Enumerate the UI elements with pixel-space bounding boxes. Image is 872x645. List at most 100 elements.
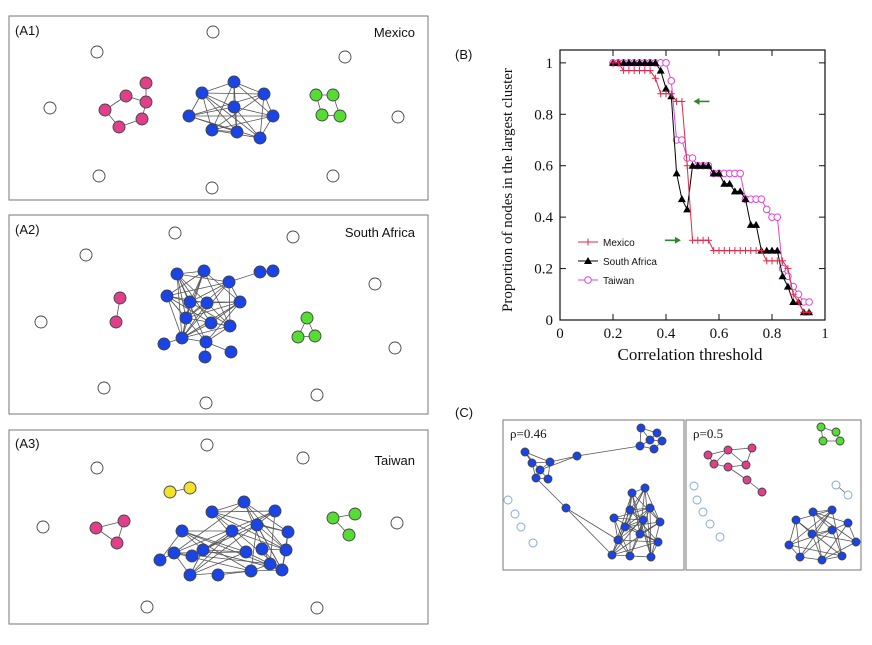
legend: Mexico South Africa Taiwan xyxy=(578,238,657,287)
data-point xyxy=(614,59,622,67)
annotation-arrow xyxy=(664,236,681,244)
a1-edge xyxy=(201,92,265,95)
a3-node xyxy=(225,524,239,538)
c1-node xyxy=(561,503,571,513)
data-point xyxy=(678,136,686,144)
c1-node xyxy=(531,473,541,483)
c1-node xyxy=(503,495,513,505)
data-point xyxy=(651,58,660,66)
data-point xyxy=(662,59,670,67)
data-point xyxy=(667,77,676,85)
panel-c: (C) ρ=0.46 ρ=0.5 xyxy=(455,405,862,571)
a3-node xyxy=(117,514,131,528)
series-taiwan xyxy=(609,59,813,306)
data-point xyxy=(693,161,702,169)
a2-edge xyxy=(176,273,208,304)
c1-node xyxy=(528,538,538,548)
a1-node xyxy=(227,75,241,89)
c2-node xyxy=(816,422,826,432)
c2-edge xyxy=(821,541,857,561)
c2-edge xyxy=(831,509,843,557)
c1-node xyxy=(527,458,537,468)
c2-node xyxy=(795,552,805,562)
a3-node xyxy=(110,536,124,550)
panel-a1-label: (A1) xyxy=(15,23,40,38)
panel-a3-label: (A3) xyxy=(15,436,40,451)
a3-node xyxy=(196,543,210,557)
a3-edge xyxy=(211,511,289,533)
c1-edge xyxy=(565,507,613,556)
c1-edge xyxy=(524,451,551,463)
legend-label: South Africa xyxy=(603,257,657,268)
c2-node xyxy=(827,525,837,535)
a3-edge xyxy=(202,524,258,551)
c1-node xyxy=(645,503,655,513)
a1-node xyxy=(92,169,106,183)
legend-label: Mexico xyxy=(603,238,635,249)
network-taiwan xyxy=(36,438,404,615)
data-point xyxy=(752,220,761,228)
a1-node xyxy=(391,110,405,124)
a2-node xyxy=(291,330,305,344)
panel-a2-label: (A2) xyxy=(15,222,40,237)
a3-edge xyxy=(243,501,287,551)
a3-edge xyxy=(173,501,245,554)
panel-b-label: (B) xyxy=(455,47,472,62)
c1-edge xyxy=(629,519,644,557)
a3-node xyxy=(153,553,167,567)
a3-node xyxy=(200,438,214,452)
a1-node xyxy=(338,50,352,64)
data-point xyxy=(667,90,675,98)
a3-node xyxy=(279,543,293,557)
data-point xyxy=(757,247,765,255)
c1-node xyxy=(635,529,645,539)
a1-node xyxy=(253,131,267,145)
a2-node xyxy=(233,295,247,309)
data-point xyxy=(656,66,665,74)
a1-node xyxy=(266,109,280,123)
c2-edge xyxy=(795,519,843,557)
a3-node xyxy=(244,564,258,578)
c1-edge xyxy=(617,519,644,541)
c2-edge xyxy=(811,533,857,543)
data-point xyxy=(789,298,798,305)
c2-node xyxy=(808,507,818,517)
a2-edge xyxy=(185,270,205,319)
a1-edge xyxy=(188,106,235,117)
c2-node xyxy=(689,481,699,491)
a2-edge xyxy=(205,301,241,343)
a1-node xyxy=(90,45,104,59)
network-rho-046 xyxy=(503,423,667,562)
a2-node xyxy=(97,381,111,395)
a2-node xyxy=(204,316,218,330)
c1-edge xyxy=(549,455,578,463)
a3-edge xyxy=(173,510,276,554)
a1-node xyxy=(119,89,133,103)
c2-node xyxy=(741,460,751,470)
a3-edge xyxy=(231,530,287,551)
a3-node xyxy=(205,505,219,519)
a1-node xyxy=(326,88,340,102)
series-south-africa xyxy=(609,58,814,316)
c1-node xyxy=(572,451,582,461)
a3-node xyxy=(342,528,356,542)
c2-node xyxy=(827,505,837,515)
series-line xyxy=(613,62,810,313)
a3-node xyxy=(281,525,295,539)
a3-node xyxy=(263,557,277,571)
network-rho-05 xyxy=(689,422,861,565)
a3-node xyxy=(183,481,197,495)
a3-node xyxy=(237,495,251,509)
c1-node xyxy=(646,552,656,562)
a3-node xyxy=(211,568,225,582)
c1-edge xyxy=(611,541,659,556)
a1-node xyxy=(43,101,57,115)
a3-node xyxy=(275,563,289,577)
y-tick-label: 0.6 xyxy=(534,159,553,175)
data-point xyxy=(715,169,723,177)
data-point xyxy=(773,246,782,254)
a2-node xyxy=(368,277,382,291)
a3-node xyxy=(183,568,197,582)
a3-node xyxy=(89,521,103,535)
a2-edge xyxy=(203,270,241,303)
